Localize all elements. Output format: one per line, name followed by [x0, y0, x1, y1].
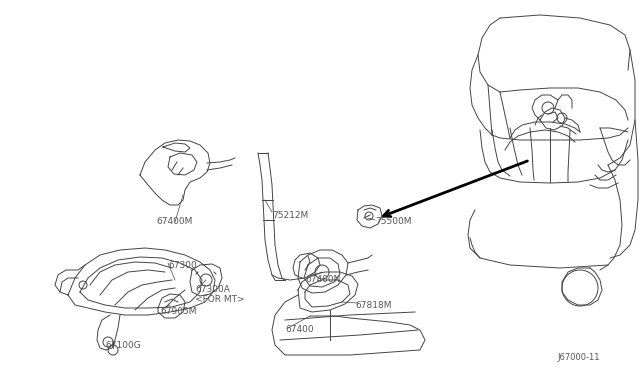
Text: 67818M: 67818M — [355, 301, 392, 310]
Text: J67000-11: J67000-11 — [557, 353, 600, 362]
Text: 67400M: 67400M — [157, 218, 193, 227]
Text: 67300: 67300 — [168, 260, 196, 269]
Text: 67400N: 67400N — [305, 276, 340, 285]
Text: 75212M: 75212M — [272, 211, 308, 219]
Text: 67400: 67400 — [285, 326, 314, 334]
Text: 67100G: 67100G — [105, 341, 141, 350]
Text: 67300A: 67300A — [195, 285, 230, 295]
Text: <FOR MT>: <FOR MT> — [195, 295, 244, 305]
Text: 75500M: 75500M — [375, 218, 412, 227]
Text: 67905M: 67905M — [160, 307, 196, 315]
